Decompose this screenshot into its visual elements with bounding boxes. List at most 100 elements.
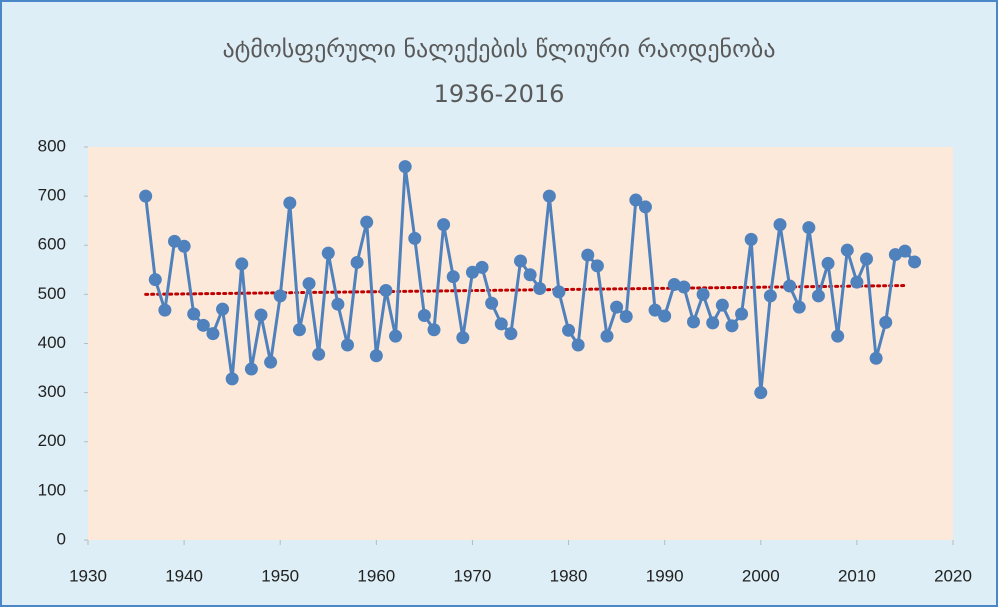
data-point	[773, 218, 787, 232]
x-tick-label: 1950	[261, 566, 299, 585]
data-point	[735, 307, 749, 321]
data-point	[638, 200, 652, 214]
data-point	[292, 323, 306, 337]
data-point	[552, 285, 566, 299]
y-tick-label: 500	[38, 284, 66, 303]
data-point	[369, 349, 383, 363]
y-tick-label: 600	[38, 235, 66, 254]
trendline	[144, 284, 907, 296]
data-point	[533, 281, 547, 295]
data-point	[581, 248, 595, 262]
y-tick-label: 0	[57, 529, 66, 548]
data-point	[754, 386, 768, 400]
data-point	[706, 316, 720, 330]
data-point	[725, 319, 739, 333]
data-point	[523, 268, 537, 282]
y-tick-label: 200	[38, 431, 66, 450]
data-point	[610, 300, 624, 314]
data-point	[148, 273, 162, 287]
data-point	[648, 303, 662, 317]
x-tick-label: 1990	[646, 566, 684, 585]
data-point	[350, 255, 364, 269]
y-tick-label: 800	[38, 136, 66, 155]
data-point	[860, 252, 873, 266]
data-point	[446, 270, 460, 284]
data-point	[792, 300, 806, 314]
data-point	[456, 331, 470, 345]
data-point	[273, 289, 287, 303]
data-point	[821, 256, 835, 270]
data-point	[168, 234, 181, 248]
x-tick-label: 1980	[550, 566, 588, 585]
plot-area	[88, 147, 953, 540]
data-point	[783, 279, 797, 293]
data-point	[763, 289, 777, 303]
data-point	[302, 277, 316, 291]
data-point	[744, 232, 758, 246]
data-point	[158, 303, 172, 317]
data-point	[696, 287, 710, 301]
data-point	[850, 275, 864, 289]
data-point	[600, 329, 614, 343]
data-point	[687, 315, 700, 329]
data-point	[254, 308, 268, 322]
data-point	[504, 327, 518, 341]
data-point	[398, 160, 412, 174]
data-point	[437, 218, 451, 232]
data-point	[908, 255, 922, 269]
data-point	[283, 196, 297, 210]
data-point	[898, 244, 912, 258]
data-point	[331, 297, 345, 311]
x-tick-label: 2000	[742, 566, 780, 585]
data-point	[715, 298, 729, 312]
x-tick-label: 1930	[69, 566, 107, 585]
data-point	[379, 283, 393, 297]
chart-subtitle: 1936-2016	[434, 80, 565, 108]
data-point	[321, 246, 335, 260]
data-point	[542, 189, 556, 203]
data-point	[235, 257, 249, 271]
data-point	[187, 307, 201, 321]
data-point	[802, 221, 816, 235]
y-tick-label: 300	[38, 382, 66, 401]
data-point	[590, 259, 604, 273]
data-point	[514, 254, 527, 268]
y-tick-label: 100	[38, 480, 66, 499]
data-point	[389, 329, 403, 343]
data-point	[485, 296, 499, 310]
data-point	[619, 309, 633, 323]
x-tick-label: 1960	[357, 566, 395, 585]
data-point	[360, 215, 374, 229]
data-point	[216, 302, 230, 316]
data-point	[417, 308, 431, 322]
data-point	[658, 309, 672, 323]
data-point	[571, 338, 585, 352]
data-point	[562, 323, 576, 337]
x-tick-label: 2010	[838, 566, 876, 585]
x-tick-label: 1970	[454, 566, 492, 585]
data-point	[408, 231, 422, 245]
data-point	[494, 317, 508, 331]
y-tick-label: 400	[38, 333, 66, 352]
data-point	[879, 315, 893, 329]
data-point	[869, 351, 883, 365]
data-point	[139, 189, 153, 203]
data-point	[264, 355, 278, 369]
data-point	[312, 347, 326, 361]
data-point	[244, 362, 258, 376]
data-point	[811, 289, 825, 303]
data-point	[475, 260, 489, 274]
data-point	[465, 265, 479, 279]
data-point	[677, 280, 691, 294]
y-tick-label: 700	[38, 186, 66, 205]
data-point	[629, 193, 643, 207]
chart-title: ატმოსფერული ნალექების წლიური რაოდენობა	[222, 35, 775, 63]
data-point	[206, 327, 220, 341]
data-point	[831, 329, 845, 343]
data-point	[177, 239, 191, 253]
data-point	[341, 338, 354, 352]
x-tick-label: 2020	[934, 566, 972, 585]
data-point	[840, 243, 854, 257]
data-point	[225, 372, 239, 386]
